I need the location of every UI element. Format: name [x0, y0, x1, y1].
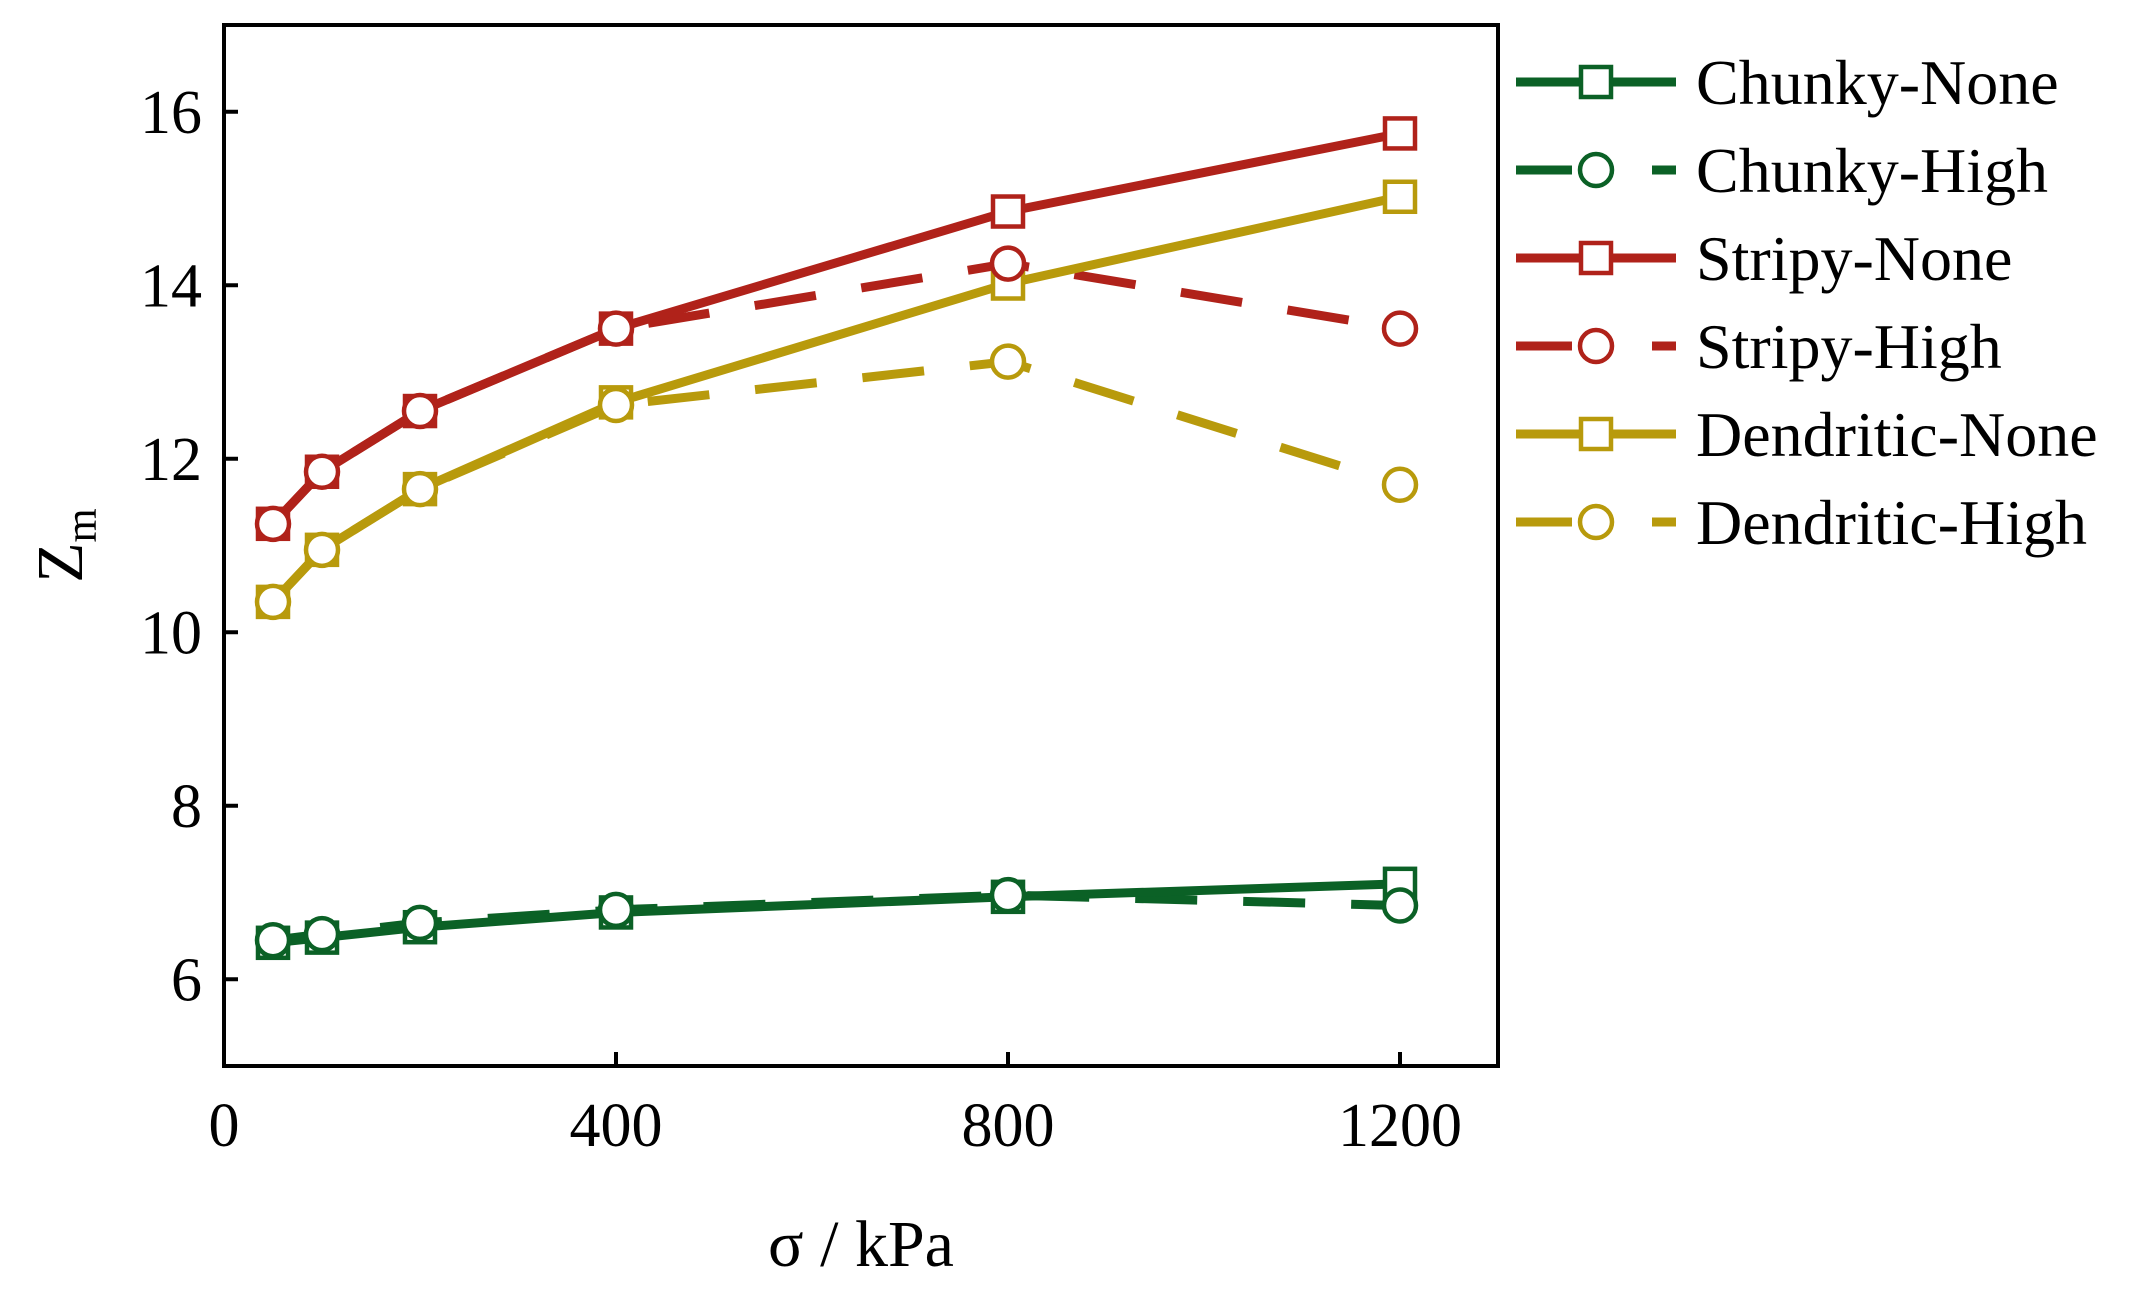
data-point-stripy-high-1200: [1381, 310, 1419, 347]
y-axis-label-main: Z: [24, 542, 97, 582]
y-axis-label: Zm: [24, 508, 106, 583]
data-point-dendritic-high-100: [303, 531, 341, 569]
legend-label: Stripy-High: [1696, 311, 2002, 382]
legend-entry-dendritic-none: Dendritic-None: [1516, 399, 2098, 470]
x-tick-label: 800: [962, 1092, 1055, 1160]
data-point-dendritic-none-1200: [1382, 179, 1418, 215]
y-tick-label: 14: [140, 252, 202, 320]
data-point-stripy-high-50: [254, 505, 292, 543]
data-point-chunky-high-200: [401, 904, 439, 942]
legend-marker: [1578, 416, 1614, 452]
legend-label: Dendritic-None: [1696, 399, 2098, 470]
data-point-chunky-high-50: [254, 921, 292, 959]
legend: Chunky-None Chunky-High Stripy-None Stripy-…: [1516, 47, 2098, 558]
legend-label: Chunky-None: [1696, 47, 2059, 118]
legend-entry-stripy-none: Stripy-None: [1516, 223, 2012, 294]
legend-label: Chunky-High: [1696, 135, 2048, 206]
legend-entry-stripy-high: Stripy-High: [1516, 311, 2002, 382]
legend-marker: [1578, 64, 1614, 100]
series-line-stripy-high: [269, 259, 1401, 527]
legend-label: Stripy-None: [1696, 223, 2012, 294]
data-point-chunky-high-1200: [1381, 887, 1419, 924]
data-point-dendritic-high-400: [597, 386, 635, 424]
y-axis-label-subscript: m: [57, 508, 106, 542]
data-point-chunky-high-400: [597, 891, 635, 929]
data-point-dendritic-high-1200: [1381, 466, 1419, 504]
y-tick-label: 6: [171, 946, 202, 1014]
legend-entry-dendritic-high: Dendritic-High: [1516, 487, 2087, 558]
legend-marker: [1577, 327, 1615, 365]
data-point-stripy-high-100: [303, 453, 341, 491]
legend-marker: [1578, 240, 1614, 276]
data-point-stripy-high-800: [989, 245, 1027, 282]
data-point-dendritic-high-50: [254, 583, 292, 621]
y-tick-label: 12: [140, 426, 202, 494]
plot-area: [254, 116, 1419, 961]
data-point-stripy-high-200: [401, 392, 439, 430]
y-tick-label: 10: [140, 599, 202, 667]
x-tick-label: 1200: [1338, 1092, 1462, 1160]
x-axis-label: σ / kPa: [768, 1208, 954, 1281]
legend-marker: [1577, 503, 1615, 541]
data-point-chunky-high-100: [303, 915, 341, 953]
legend-label: Dendritic-High: [1696, 487, 2087, 558]
y-tick-label: 8: [171, 773, 202, 841]
data-point-dendritic-high-200: [401, 470, 439, 508]
series-line-stripy-none: [269, 128, 1401, 527]
data-point-dendritic-high-800: [989, 343, 1027, 380]
plot-frame: [222, 23, 1500, 1068]
legend-entry-chunky-none: Chunky-None: [1516, 47, 2059, 118]
legend-marker: [1577, 151, 1615, 189]
axes: 0 400 800 1200 6 8 10 12 14 16 σ / kPa Zm: [24, 23, 1500, 1281]
legend-entry-chunky-high: Chunky-High: [1516, 135, 2048, 206]
data-point-stripy-none-1200: [1382, 116, 1418, 151]
x-tick-label: 400: [570, 1092, 663, 1160]
x-tick-label: 0: [209, 1092, 240, 1160]
data-point-stripy-high-400: [597, 310, 635, 347]
data-point-chunky-high-800: [989, 876, 1027, 914]
series-line-chunky-none: [272, 879, 1401, 948]
y-tick-label: 16: [140, 79, 202, 147]
data-point-stripy-none-800: [990, 194, 1026, 229]
